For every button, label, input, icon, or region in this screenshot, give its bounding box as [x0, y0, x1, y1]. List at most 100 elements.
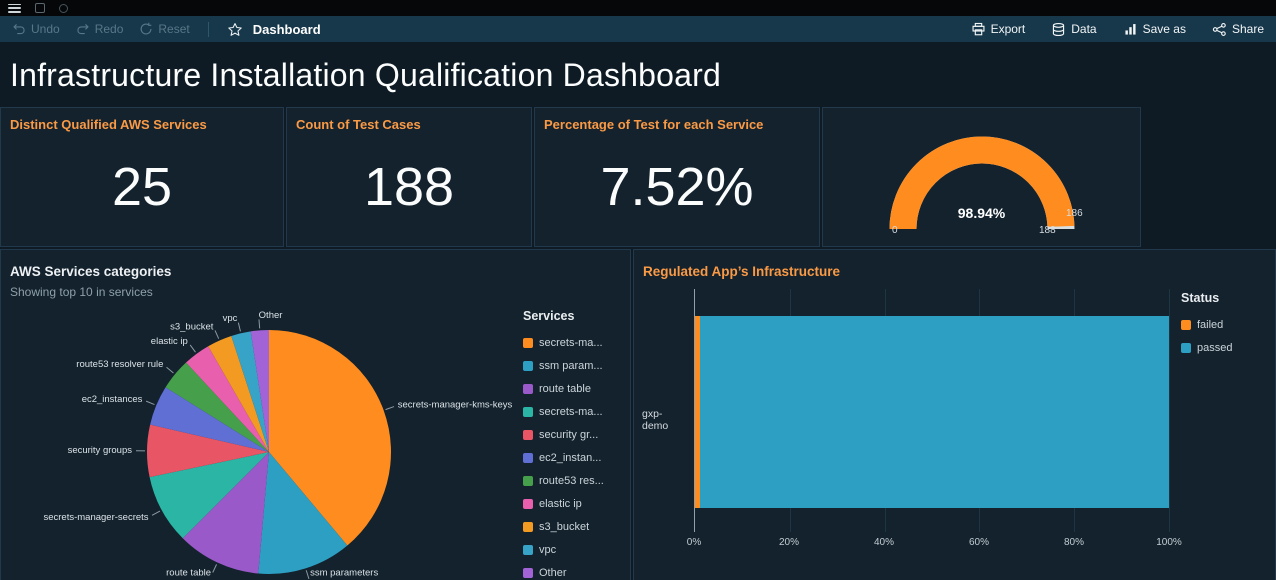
- bar-chart-card[interactable]: Regulated App’s Infrastructure gxp-demo …: [633, 249, 1276, 580]
- legend-item-secrets-ma...[interactable]: secrets-ma...: [523, 406, 621, 418]
- share-button[interactable]: Share: [1212, 22, 1264, 37]
- pie-label-line: [237, 322, 241, 332]
- pie-slice-vpc[interactable]: [231, 331, 269, 452]
- bar-card-title: Regulated App’s Infrastructure: [643, 264, 841, 279]
- legend-label: passed: [1197, 342, 1233, 354]
- pie-slice-ec2_instances[interactable]: [150, 387, 269, 452]
- save-as-button[interactable]: Save as: [1123, 22, 1186, 37]
- database-icon: [1053, 22, 1065, 36]
- dashboard-toolbar: Undo Redo Reset Dashboard: [0, 16, 1276, 42]
- legend-swatch: [523, 407, 533, 417]
- export-label: Export: [990, 22, 1026, 36]
- bar-legend: Status failed passed: [1169, 289, 1265, 550]
- bar-plot-area[interactable]: [694, 289, 1170, 532]
- reset-icon: [140, 22, 152, 35]
- gauge-chart[interactable]: [824, 119, 1140, 247]
- legend-item-vpc[interactable]: vpc: [523, 544, 621, 556]
- legend-swatch: [523, 476, 533, 486]
- bar-gxp-demo[interactable]: [695, 315, 1169, 508]
- pie-label-line: [214, 330, 220, 339]
- legend-label: failed: [1197, 319, 1224, 331]
- x-axis-tick-label: 80%: [1063, 537, 1085, 548]
- menu-icon[interactable]: [8, 3, 21, 13]
- pie-slice-label: ec2_instances: [82, 394, 143, 405]
- kpi-label: Count of Test Cases: [296, 117, 421, 132]
- pie-slice-route53-resolver-rule[interactable]: [165, 362, 269, 452]
- dashboard-sheet: Infrastructure Installation Qualificatio…: [0, 42, 1276, 580]
- legend-swatch: [523, 568, 533, 578]
- legend-label: route table: [539, 383, 591, 395]
- legend-swatch: [523, 499, 533, 509]
- legend-item-failed[interactable]: failed: [1181, 319, 1265, 331]
- legend-swatch: [523, 338, 533, 348]
- legend-label: elastic ip: [539, 498, 582, 510]
- pie-slice-route-table[interactable]: [182, 452, 269, 574]
- kpi-label: Percentage of Test for each Service: [544, 117, 764, 132]
- legend-item-elastic-ip[interactable]: elastic ip: [523, 498, 621, 510]
- legend-item-ssm-param...[interactable]: ssm param...: [523, 360, 621, 372]
- bar-legend-title: Status: [1181, 291, 1220, 305]
- share-label: Share: [1231, 22, 1264, 36]
- x-axis-tick-label: 60%: [968, 537, 990, 548]
- page-title: Infrastructure Installation Qualificatio…: [10, 57, 722, 93]
- x-axis-tick-label: 0%: [686, 537, 702, 548]
- gauge-min-label: 0: [892, 225, 898, 236]
- legend-swatch: [523, 361, 533, 371]
- pie-slice-ssm-parameters[interactable]: [258, 452, 348, 574]
- pie-legend: Services secrets-ma... ssm param... route …: [519, 301, 621, 580]
- x-axis-tick-label: 20%: [778, 537, 800, 548]
- kpi-card-test-percentage[interactable]: Percentage of Test for each Service 7.52…: [534, 107, 820, 247]
- dashboard-name: Dashboard: [252, 21, 321, 37]
- bar-segment-failed[interactable]: [695, 315, 701, 508]
- pie-slice-security-groups[interactable]: [146, 424, 269, 478]
- legend-item-Other[interactable]: Other: [523, 567, 621, 579]
- bar-segment-passed[interactable]: [700, 315, 1169, 508]
- pie-slice-label: elastic ip: [151, 336, 188, 347]
- favorite-button[interactable]: [227, 22, 243, 37]
- gauge-target-label: 186: [1066, 208, 1083, 219]
- data-button[interactable]: Data: [1051, 22, 1097, 37]
- legend-label: security gr...: [539, 429, 599, 441]
- undo-button[interactable]: Undo: [12, 22, 60, 36]
- pie-label-line: [151, 510, 161, 516]
- legend-label: route53 res...: [539, 475, 604, 487]
- legend-item-passed[interactable]: passed: [1181, 342, 1265, 354]
- legend-label: Other: [539, 567, 567, 579]
- legend-item-route-table[interactable]: route table: [523, 383, 621, 395]
- kpi-card-test-cases[interactable]: Count of Test Cases 188: [286, 107, 532, 247]
- kpi-card-distinct-services[interactable]: Distinct Qualified AWS Services 25: [0, 107, 284, 247]
- pie-chart[interactable]: secrets-manager-kms-keys ssm parameters ro…: [7, 301, 519, 580]
- pie-card-subtitle: Showing top 10 in services: [10, 285, 153, 299]
- gridline: [1169, 289, 1170, 532]
- gauge-value-label: 98.94%: [957, 205, 1006, 221]
- reset-button[interactable]: Reset: [139, 22, 190, 36]
- pie-slice-label: s3_bucket: [170, 321, 214, 332]
- legend-swatch: [1181, 343, 1191, 353]
- legend-item-security-gr...[interactable]: security gr...: [523, 429, 621, 441]
- legend-swatch: [523, 453, 533, 463]
- pie-slice-label: secrets-manager-secrets: [43, 512, 148, 523]
- gauge-card[interactable]: 98.94% 0 188 186: [822, 107, 1141, 247]
- legend-label: ec2_instan...: [539, 452, 602, 464]
- legend-swatch: [523, 545, 533, 555]
- pie-slice-elastic-ip[interactable]: [186, 346, 269, 452]
- kpi-value: 7.52%: [600, 157, 754, 217]
- legend-item-s3_bucket[interactable]: s3_bucket: [523, 521, 621, 533]
- pie-slice-s3_bucket[interactable]: [208, 335, 269, 452]
- pie-slice-secrets-manager-secrets[interactable]: [149, 452, 269, 539]
- pie-chart-card[interactable]: AWS Services categories Showing top 10 i…: [0, 249, 631, 580]
- x-axis: 0% 20% 40% 60% 80% 100%: [687, 532, 1182, 550]
- export-button[interactable]: Export: [971, 22, 1026, 37]
- undo-icon: [13, 24, 25, 35]
- legend-item-route53-res...[interactable]: route53 res...: [523, 475, 621, 487]
- redo-label: Redo: [94, 22, 124, 36]
- pie-card-title: AWS Services categories: [10, 264, 172, 279]
- charts-row: AWS Services categories Showing top 10 i…: [0, 249, 1276, 580]
- legend-item-ec2_instan...[interactable]: ec2_instan...: [523, 452, 621, 464]
- legend-item-secrets-ma...[interactable]: secrets-ma...: [523, 337, 621, 349]
- pie-label-line: [166, 366, 174, 374]
- redo-button[interactable]: Redo: [76, 22, 124, 36]
- pie-slice-Other[interactable]: [250, 330, 269, 452]
- pie-slice-secrets-manager-kms-keys[interactable]: [269, 330, 391, 546]
